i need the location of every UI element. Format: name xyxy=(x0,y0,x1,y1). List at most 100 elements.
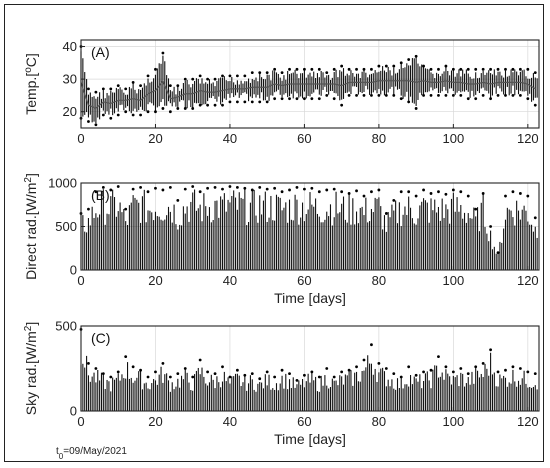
x-tick-label: 120 xyxy=(517,273,539,288)
data-point xyxy=(407,365,411,369)
data-point xyxy=(139,368,142,372)
data-point xyxy=(459,190,463,194)
y-tick-label: 40 xyxy=(63,39,77,54)
data-point xyxy=(146,375,150,379)
y-tick-label: 500 xyxy=(55,319,77,334)
x-tick-label: 60 xyxy=(297,414,311,429)
x-tick-label: 0 xyxy=(77,273,84,288)
data-point xyxy=(198,103,202,107)
x-tick-label: 40 xyxy=(223,131,237,146)
data-point xyxy=(407,190,411,194)
x-tick-label: 80 xyxy=(372,414,386,429)
data-point xyxy=(422,370,425,374)
data-point xyxy=(429,192,433,195)
data-point xyxy=(325,367,329,370)
data-point xyxy=(258,185,262,189)
data-point xyxy=(392,64,396,68)
data-point xyxy=(280,368,284,372)
data-point xyxy=(109,116,113,120)
data-point xyxy=(295,67,299,71)
panel-label: (C) xyxy=(91,330,110,346)
data-point xyxy=(221,103,224,107)
plot-area xyxy=(80,39,540,129)
data-point xyxy=(317,67,321,71)
data-point xyxy=(437,94,440,97)
x-tick-label: 40 xyxy=(223,414,237,429)
data-point xyxy=(273,186,277,190)
data-point xyxy=(154,67,157,71)
data-point xyxy=(384,367,388,370)
data-point xyxy=(273,97,277,101)
data-point xyxy=(235,74,239,78)
panel-label: (A) xyxy=(91,44,110,60)
data-point xyxy=(109,188,113,192)
data-point xyxy=(303,97,306,101)
data-point xyxy=(355,189,358,193)
data-point xyxy=(124,207,128,211)
x-tick-label: 40 xyxy=(223,273,237,288)
data-point xyxy=(295,185,299,189)
series-data xyxy=(79,45,538,127)
data-point xyxy=(340,370,344,374)
data-point xyxy=(250,188,254,192)
data-point xyxy=(489,348,492,352)
data-point xyxy=(116,84,120,88)
data-point xyxy=(422,94,425,97)
data-point xyxy=(235,368,239,372)
data-point xyxy=(481,192,485,195)
x-tick-label: 0 xyxy=(77,414,84,429)
series-data xyxy=(79,328,538,411)
data-point xyxy=(533,216,537,220)
x-tick-label: 20 xyxy=(148,273,162,288)
data-point xyxy=(332,187,336,191)
y-tick-label: 30 xyxy=(63,72,77,87)
data-point xyxy=(310,186,314,190)
data-point xyxy=(161,107,165,110)
data-point xyxy=(183,77,187,81)
data-point xyxy=(370,190,373,194)
data-point xyxy=(399,61,403,65)
data-point xyxy=(94,367,98,370)
data-point xyxy=(124,110,128,114)
data-point xyxy=(109,87,113,91)
data-point xyxy=(481,362,485,365)
data-point xyxy=(325,188,329,192)
data-point xyxy=(161,51,165,55)
data-point xyxy=(496,67,500,71)
data-point xyxy=(310,370,314,374)
data-point xyxy=(355,365,358,369)
data-point xyxy=(451,370,455,374)
data-point xyxy=(303,187,306,191)
data-point xyxy=(176,107,180,110)
data-point xyxy=(154,370,157,374)
data-point xyxy=(504,368,507,372)
data-point xyxy=(362,94,366,97)
data-point xyxy=(161,188,165,192)
data-point xyxy=(377,64,381,68)
data-point xyxy=(414,194,418,198)
data-point xyxy=(258,377,262,381)
data-point xyxy=(139,185,142,189)
data-point xyxy=(533,372,537,375)
data-point xyxy=(489,67,492,71)
data-point xyxy=(407,100,411,104)
data-point xyxy=(429,67,433,71)
data-point xyxy=(392,94,396,97)
data-point xyxy=(496,94,500,97)
data-point xyxy=(87,120,90,123)
data-point xyxy=(526,67,530,71)
data-point xyxy=(332,67,336,71)
x-tick-label: 60 xyxy=(297,273,311,288)
data-point xyxy=(168,375,172,379)
y-tick-label: 0 xyxy=(70,263,77,278)
data-point xyxy=(377,362,381,365)
data-point xyxy=(504,94,507,97)
data-point xyxy=(183,107,187,110)
data-point xyxy=(437,67,440,71)
data-point xyxy=(414,54,418,58)
x-tick-label: 20 xyxy=(148,414,162,429)
series-data xyxy=(79,185,538,270)
data-point xyxy=(101,87,105,91)
